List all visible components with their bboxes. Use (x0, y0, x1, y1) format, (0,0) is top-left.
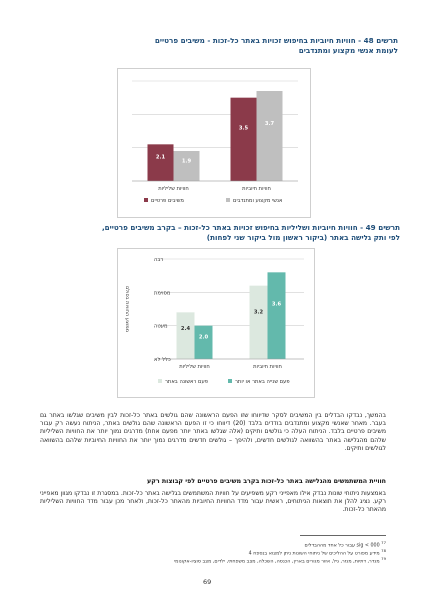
x-tick-label: חוויות חיוביות (242, 186, 271, 192)
legend-label: אנשי מקצוע ומתנדבים (233, 198, 282, 204)
legend-label: פעם ראשונה באתר (165, 379, 208, 385)
x-tick-label: חוויות חיוביות (253, 364, 282, 370)
data-label: 3.2 (254, 310, 264, 316)
bar (173, 151, 200, 181)
legend-label: פעם שנייה באתר או יותר (235, 379, 290, 385)
bar (194, 325, 213, 359)
footnote-3-text: מגדר, דתיות, מגזר, גיל, אזור מגורים בארץ… (174, 559, 380, 565)
data-label: 3.7 (265, 121, 275, 127)
bar (176, 312, 195, 359)
footnote-2-text: מידע מפורט על ההליכים של ניתוחי השונות נ… (248, 551, 380, 557)
footnote-1: 77 000 > sig עבור כל אחד מההבדלים (304, 539, 386, 550)
bar (256, 91, 283, 181)
figure49-chart: כלל לא מעטה מסוימת רבה ממוצע החוויות בסולם 3.… (124, 257, 304, 385)
body-paragraph-2: באמצעות ניתוחי שונות נבדק אילו מאפייני ר… (40, 490, 386, 514)
section-subheading: חוויית המשתמשים מהגלישה באתר כל-זכות בקר… (147, 478, 386, 485)
data-label: 3.5 (239, 125, 249, 131)
legend-item: אנשי מקצוע ומתנדבים (226, 198, 282, 204)
page-number: 69 (203, 578, 212, 586)
bar (267, 272, 286, 359)
y-tick-label: רבה (154, 257, 163, 263)
data-label: 3.6 (272, 301, 282, 307)
y-tick-label: מעטה (154, 324, 168, 330)
y-tick-label: כלל לא (154, 357, 171, 363)
x-tick-label: חוויות שליליות (158, 186, 189, 192)
footnote-1-text: 000 > sig עבור כל אחד מההבדלים (304, 543, 380, 549)
bar (230, 97, 257, 181)
footnote-2-mark: 78 (381, 548, 386, 553)
legend-label: משיבים פרטיים (151, 198, 184, 204)
y-axis-label: ממוצע החוויות בסולם (124, 286, 130, 332)
figure49-title-line2: לפי ותק גלישה באתר (ביקור ראשון מול ביקו… (206, 232, 400, 242)
bar (147, 144, 174, 181)
footnote-1-mark: 77 (381, 540, 386, 545)
figure48-title-line2: לעומת אנשי מקצוע ומתנדבים (298, 45, 398, 55)
legend-swatch (228, 379, 232, 383)
legend-swatch (158, 379, 162, 383)
figure48-title-line1: תרשים 48 - חוויות חיוביות בחיפוש זכויות … (154, 36, 398, 45)
figure49-title-line1: תרשים 49 - חוויות חיוביות ושליליות בחיפו… (101, 223, 400, 232)
footnote-3: 79 מגדר, דתיות, מגזר, גיל, אזור מגורים ב… (174, 555, 386, 566)
data-label: 2.1 (156, 154, 166, 160)
y-tick-label: מסוימת (154, 290, 171, 296)
legend-swatch (226, 198, 230, 202)
x-tick-label: חוויות שליליות (179, 364, 210, 370)
legend-swatch (144, 198, 148, 202)
footnote-3-mark: 79 (381, 556, 386, 561)
footnote-2: 78 מידע מפורט על ההליכים של ניתוחי השונו… (249, 547, 386, 558)
legend-item: פעם ראשונה באתר (158, 379, 208, 385)
figure49-title: תרשים 49 - חוויות חיוביות ושליליות בחיפו… (20, 223, 400, 242)
figure48-title: תרשים 48 - חוויות חיוביות בחיפוש זכויות … (28, 36, 398, 55)
figure49-chart-frame: כלל לא מעטה מסוימת רבה ממוצע החוויות בסולם 3.… (117, 248, 315, 398)
figure48-chart: 3.5 3.7 חוויות חיוביות 2.1 1.9 חוויות שליליות… (132, 80, 298, 204)
data-label: 2.0 (199, 334, 209, 340)
data-label: 1.9 (182, 158, 192, 164)
legend-item: משיבים פרטיים (144, 198, 184, 204)
figure48-chart-frame: 3.5 3.7 חוויות חיוביות 2.1 1.9 חוויות שליליות… (117, 68, 311, 218)
legend-item: פעם שנייה באתר או יותר (228, 379, 290, 385)
footnote-divider (300, 535, 386, 536)
bar (249, 285, 268, 359)
data-label: 2.4 (181, 326, 191, 332)
body-paragraph-1: בהמשך, נבדקו הבדלים בין המשיבים לסקר שדי… (40, 412, 387, 452)
